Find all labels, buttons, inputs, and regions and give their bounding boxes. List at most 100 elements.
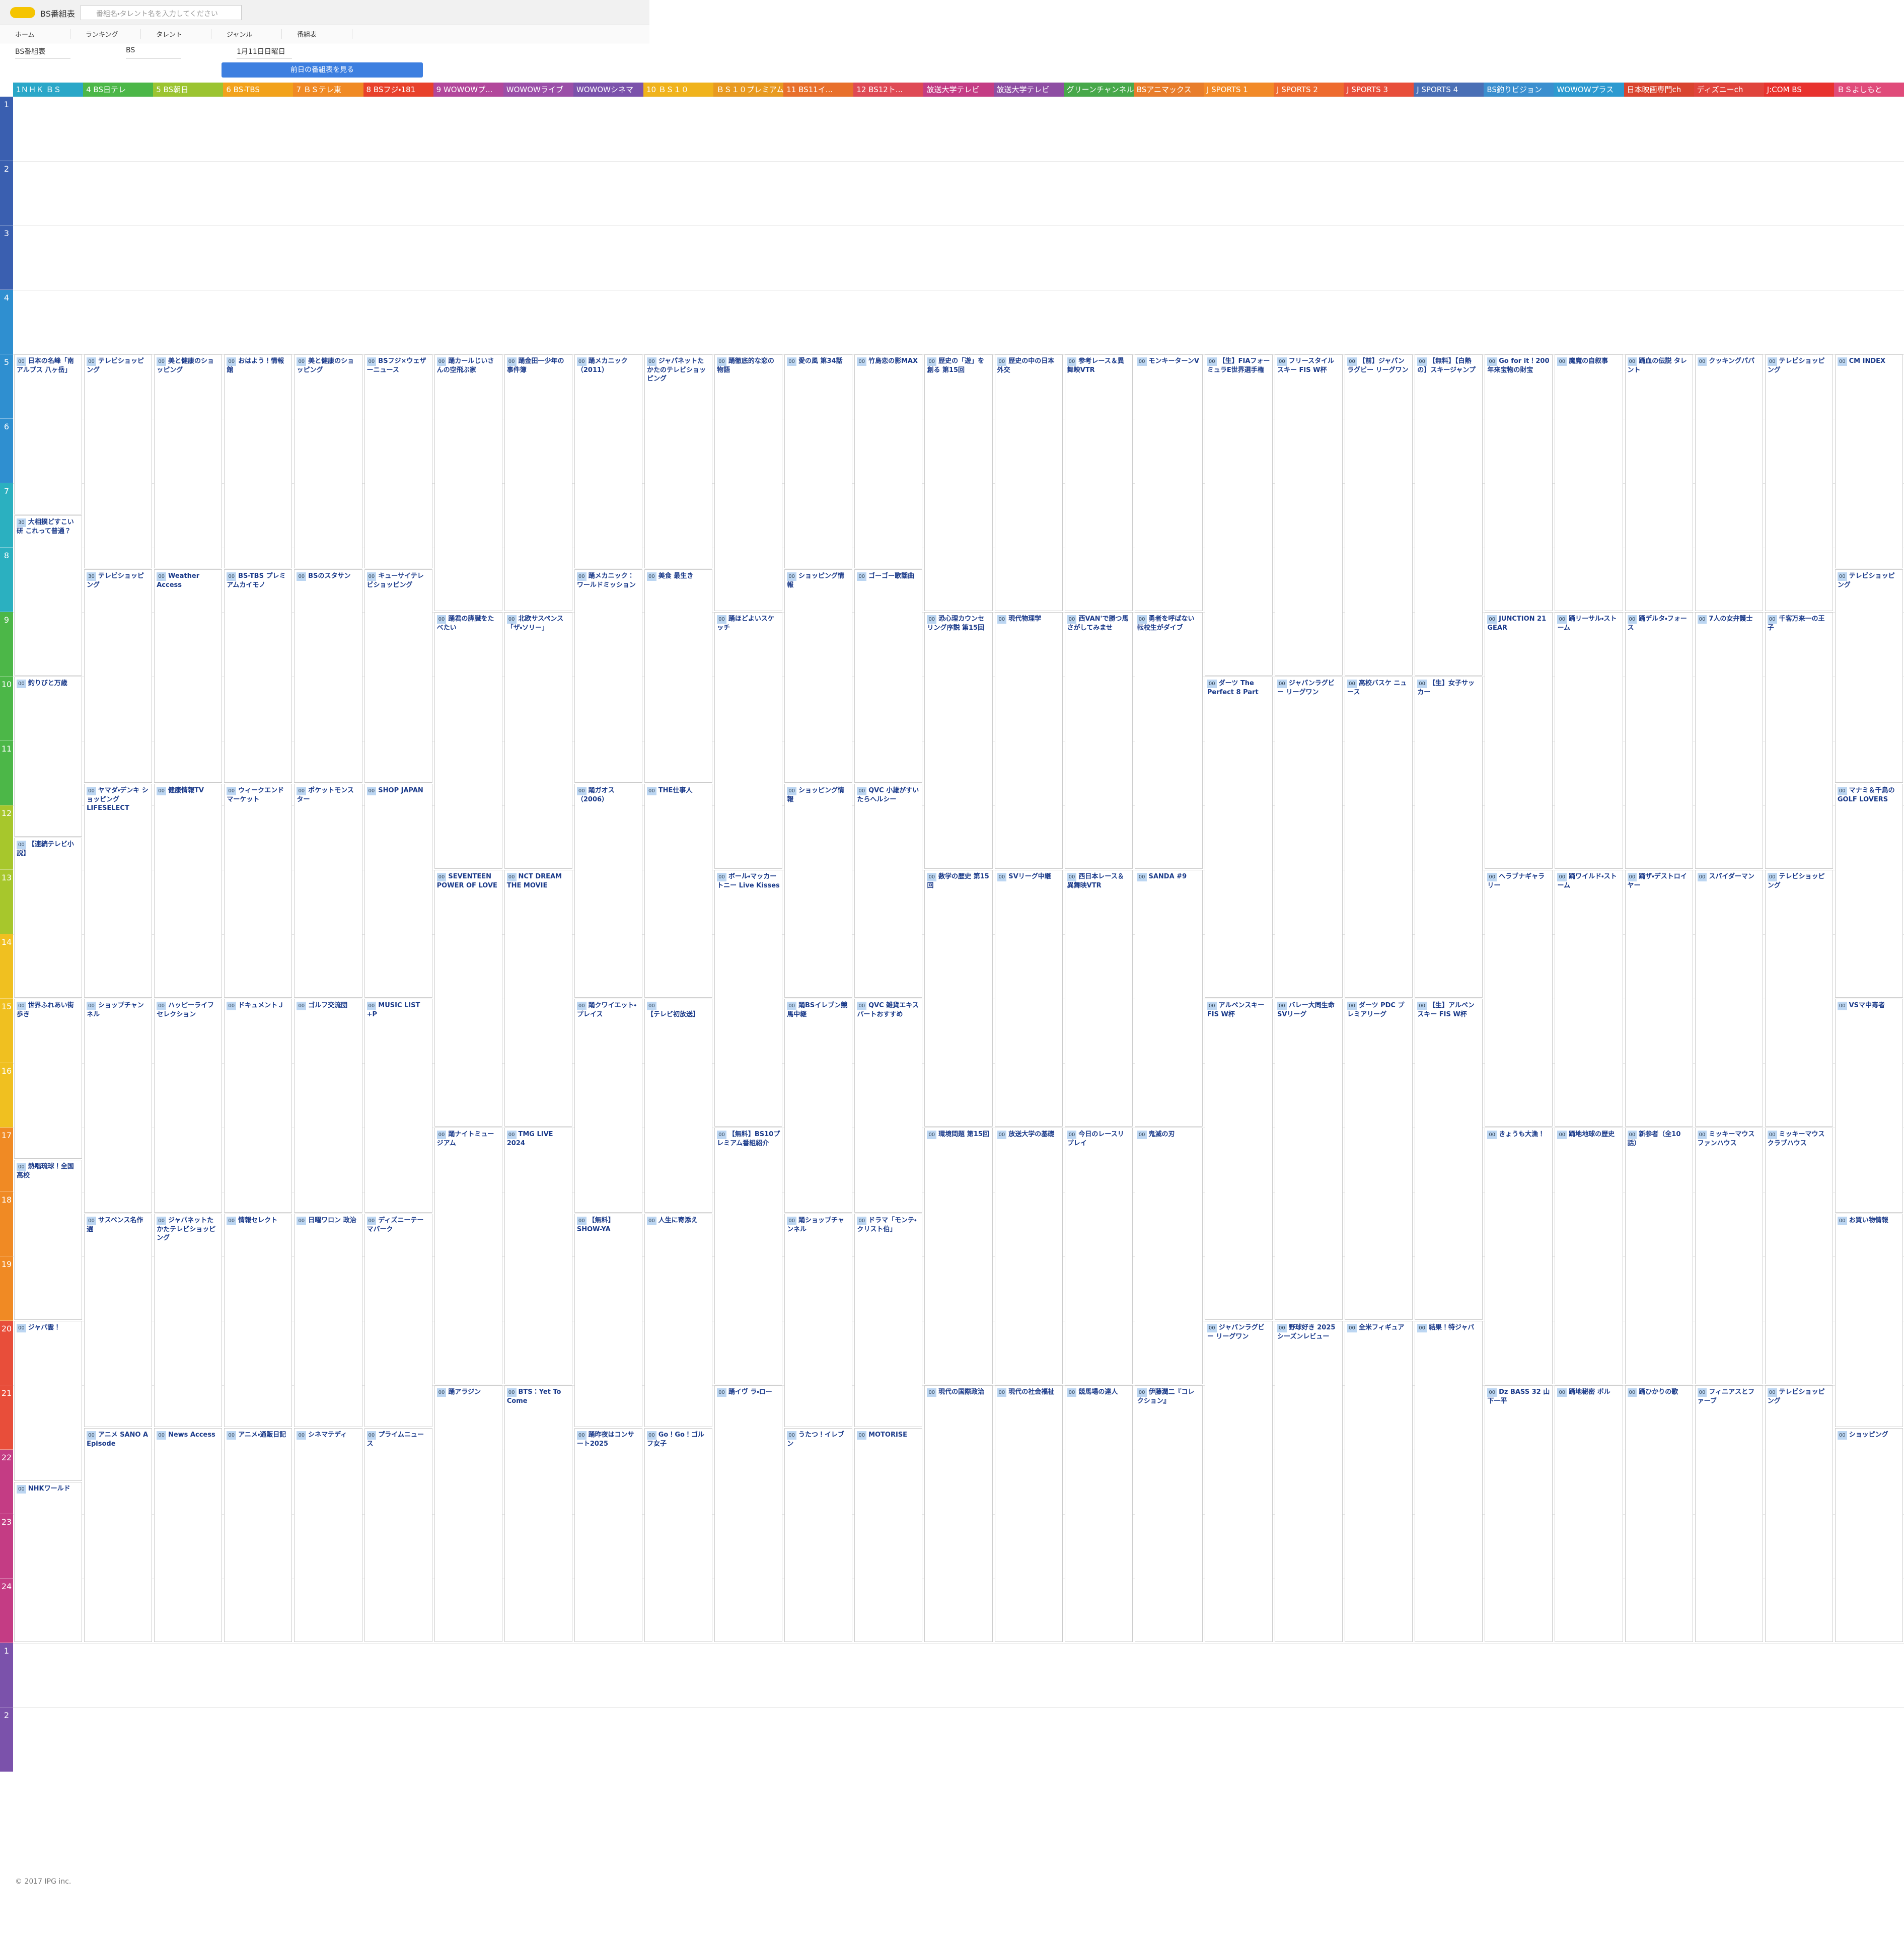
selector[interactable]: BS番組表 xyxy=(15,46,70,58)
program[interactable]: 00 参考レース＆異舞映VTR xyxy=(1064,354,1133,611)
program[interactable]: 00 SANDA #9 xyxy=(1134,870,1203,1127)
channel-header[interactable]: 5 BS朝日 xyxy=(153,83,224,97)
program[interactable]: 00 北欧サスペンス「ザ・ソリー」 xyxy=(504,612,572,869)
channel-header[interactable]: 6 BS-TBS xyxy=(223,83,294,97)
program[interactable]: 00 現代の国際政治 xyxy=(924,1385,993,1642)
logo[interactable] xyxy=(10,7,35,18)
program[interactable]: 00 ミッキーマウス ファンハウス xyxy=(1695,1128,1763,1384)
search-box[interactable]: 番組名・タレント名を入力してください xyxy=(81,5,242,20)
program[interactable]: 00 美と健康のショッピング xyxy=(294,354,362,568)
program[interactable]: 00 キューサイテレビショッピング xyxy=(364,569,432,783)
program[interactable]: 00 BTS：Yet To Come xyxy=(504,1385,572,1642)
program[interactable]: 00 愛の風 第34話 xyxy=(784,354,853,568)
program[interactable]: 00 勇者を呼ばない転校生がダイブ xyxy=(1134,612,1203,869)
program[interactable]: 00 BS-TBS プレミアムカイモノ xyxy=(224,569,292,783)
program[interactable]: 00 Dz BASS 32 山下一平 xyxy=(1485,1385,1553,1642)
nav-item[interactable]: 番組表 xyxy=(282,29,352,39)
program[interactable]: 00 放送大学の基礎 xyxy=(994,1128,1063,1384)
program[interactable]: 00 踊ワイルド・ストーム xyxy=(1555,870,1623,1127)
program[interactable]: 00 きょうも大漁！ xyxy=(1485,1128,1553,1384)
program[interactable]: 00 テレビショッピング xyxy=(84,354,153,568)
program[interactable]: 00 ドキュメントＪ xyxy=(224,999,292,1213)
program[interactable]: 00 踊ガオス（2006） xyxy=(574,784,642,998)
program[interactable]: 00 歴史の中の日本外交 xyxy=(994,354,1063,611)
program[interactable]: 00 テレビショッピング xyxy=(1765,354,1833,611)
program[interactable]: 00 ポケットモンスター xyxy=(294,784,362,998)
program[interactable]: 00 ディズニーテーマパーク xyxy=(364,1213,432,1428)
channel-header[interactable]: 4 BS日テレ xyxy=(83,83,154,97)
program[interactable]: 00 ハッピーライフセレクション xyxy=(154,999,223,1213)
program[interactable]: 00 BSのスタサン xyxy=(294,569,362,783)
program[interactable]: 00 フィニアスとファーブ xyxy=(1695,1385,1763,1642)
program[interactable]: 00 ヤマダ・デンキ ショッピング LIFESELECT xyxy=(84,784,153,998)
channel-header[interactable]: ＢＳよしもと xyxy=(1834,83,1904,97)
program[interactable]: 00 プライムニュース xyxy=(364,1428,432,1642)
program[interactable]: 00 Weather Access xyxy=(154,569,223,783)
channel-header[interactable]: WOWOWシネマ xyxy=(573,83,643,97)
nav-item[interactable]: ジャンル xyxy=(211,29,282,39)
program[interactable]: 00 TMG LIVE 2024 xyxy=(504,1128,572,1384)
program[interactable]: 00 恐心理カウンセリング序説 第15回 xyxy=(924,612,993,869)
program[interactable]: 00 テレビショッピング xyxy=(1765,1385,1833,1642)
program[interactable]: 00 踊ひかりの歌 xyxy=(1625,1385,1693,1642)
program[interactable]: 00 踊イヴ ラ・ロー xyxy=(714,1385,783,1642)
program[interactable]: 00 数学の歴史 第15回 xyxy=(924,870,993,1127)
program[interactable]: 00 今日のレースリプレイ xyxy=(1064,1128,1133,1384)
program[interactable]: 00 【無料】BS10プレミアム番組紹介 xyxy=(714,1128,783,1384)
program[interactable]: 00 News Access xyxy=(154,1428,223,1642)
channel-header[interactable]: 放送大学テレビ xyxy=(993,83,1064,97)
program[interactable]: 00 クッキングパパ xyxy=(1695,354,1763,611)
program[interactable]: 00 ショッピング情報 xyxy=(784,784,853,998)
program[interactable]: 00 ショッピング情報 xyxy=(784,569,853,783)
channel-header[interactable]: J SPORTS 1 xyxy=(1203,83,1274,97)
program[interactable]: 00 ジャパ雲！ xyxy=(14,1321,83,1481)
program[interactable]: 00 踊ナイトミュージアム xyxy=(434,1128,502,1384)
program[interactable]: 00 おはよう！情報館 xyxy=(224,354,292,568)
program[interactable]: 00 千客万来一の王子 xyxy=(1765,612,1833,869)
program[interactable]: 00 ショップチャンネル xyxy=(84,999,153,1213)
channel-header[interactable]: 9 WOWOWプ... xyxy=(433,83,503,97)
program[interactable]: 00 ボール・マッカートニー Live Kisses xyxy=(714,870,783,1127)
program[interactable]: 00 テレビショッピング xyxy=(1835,569,1903,783)
program[interactable]: 00 【生】アルペンスキー FIS W杯 xyxy=(1415,999,1483,1320)
channel-header[interactable]: 10 ＢＳ１０ xyxy=(643,83,714,97)
program[interactable]: 00 ウィークエンドマーケット xyxy=(224,784,292,998)
program[interactable]: 00 踊君の膵臓をたべたい xyxy=(434,612,502,869)
program[interactable]: 00 ショッピング xyxy=(1835,1428,1903,1642)
program[interactable]: 00 お買い物情報 xyxy=(1835,1213,1903,1428)
program[interactable]: 00 現代の社会福祉 xyxy=(994,1385,1063,1642)
program[interactable]: 00 JUNCTION 21 GEAR xyxy=(1485,612,1553,869)
program[interactable]: 00 健康情報TV xyxy=(154,784,223,998)
prev-day-button[interactable]: 前日の番組表を見る xyxy=(222,62,423,78)
channel-header[interactable]: 1ＮＨＫ ＢＳ xyxy=(13,83,84,97)
program[interactable]: 00 QVC 雑貨エキスパートおすすめ xyxy=(854,999,923,1213)
program[interactable]: 00 高校バスケ ニュース xyxy=(1345,677,1413,998)
channel-header[interactable]: BSアニマックス xyxy=(1133,83,1204,97)
program[interactable]: 00 【連続テレビ小説】 xyxy=(14,838,83,998)
program[interactable]: 00 フリースタイルスキー FIS W杯 xyxy=(1275,354,1343,676)
program[interactable]: 00 踊地秘密 ボル xyxy=(1555,1385,1623,1642)
program[interactable]: 00 ジャパンラグビー リーグワン xyxy=(1204,1321,1273,1642)
program[interactable]: 00 踊ショップチャンネル xyxy=(784,1213,853,1428)
program[interactable]: 00 シネマテディ xyxy=(294,1428,362,1642)
program[interactable]: 00 ドラマ「モンテ・クリスト伯」 xyxy=(854,1213,923,1428)
program[interactable]: 00 ゴーゴー歌謡曲 xyxy=(854,569,923,783)
program[interactable]: 00 ヘラブナギャラリー xyxy=(1485,870,1553,1127)
program[interactable]: 00 NHKワールド xyxy=(14,1482,83,1642)
nav-item[interactable]: ランキング xyxy=(70,29,141,39)
program[interactable]: 00 ジャパンラグビー リーグワン xyxy=(1275,677,1343,998)
program[interactable]: 00 釣りびと万歳 xyxy=(14,677,83,837)
channel-header[interactable]: J SPORTS 2 xyxy=(1274,83,1344,97)
program[interactable]: 00 熱唱琉球！全国高校 xyxy=(14,1160,83,1320)
program[interactable]: 00 スパイダーマン xyxy=(1695,870,1763,1127)
program[interactable]: 00 うたつ！イレブン xyxy=(784,1428,853,1642)
program[interactable]: 00 Go！Go！ゴルフ女子 xyxy=(644,1428,713,1642)
program[interactable]: 00 7人の女弁護士 xyxy=(1695,612,1763,869)
program[interactable]: 00 MOTORISE xyxy=(854,1428,923,1642)
program[interactable]: 00 新参者（全10話） xyxy=(1625,1128,1693,1384)
program[interactable]: 00 踊ほどよいスケッチ xyxy=(714,612,783,869)
program[interactable]: 00 THE仕事人 xyxy=(644,784,713,998)
channel-header[interactable]: グリーンチャンネル xyxy=(1063,83,1134,97)
channel-header[interactable]: WOWOWライブ xyxy=(503,83,573,97)
channel-header[interactable]: 放送大学テレビ xyxy=(923,83,994,97)
